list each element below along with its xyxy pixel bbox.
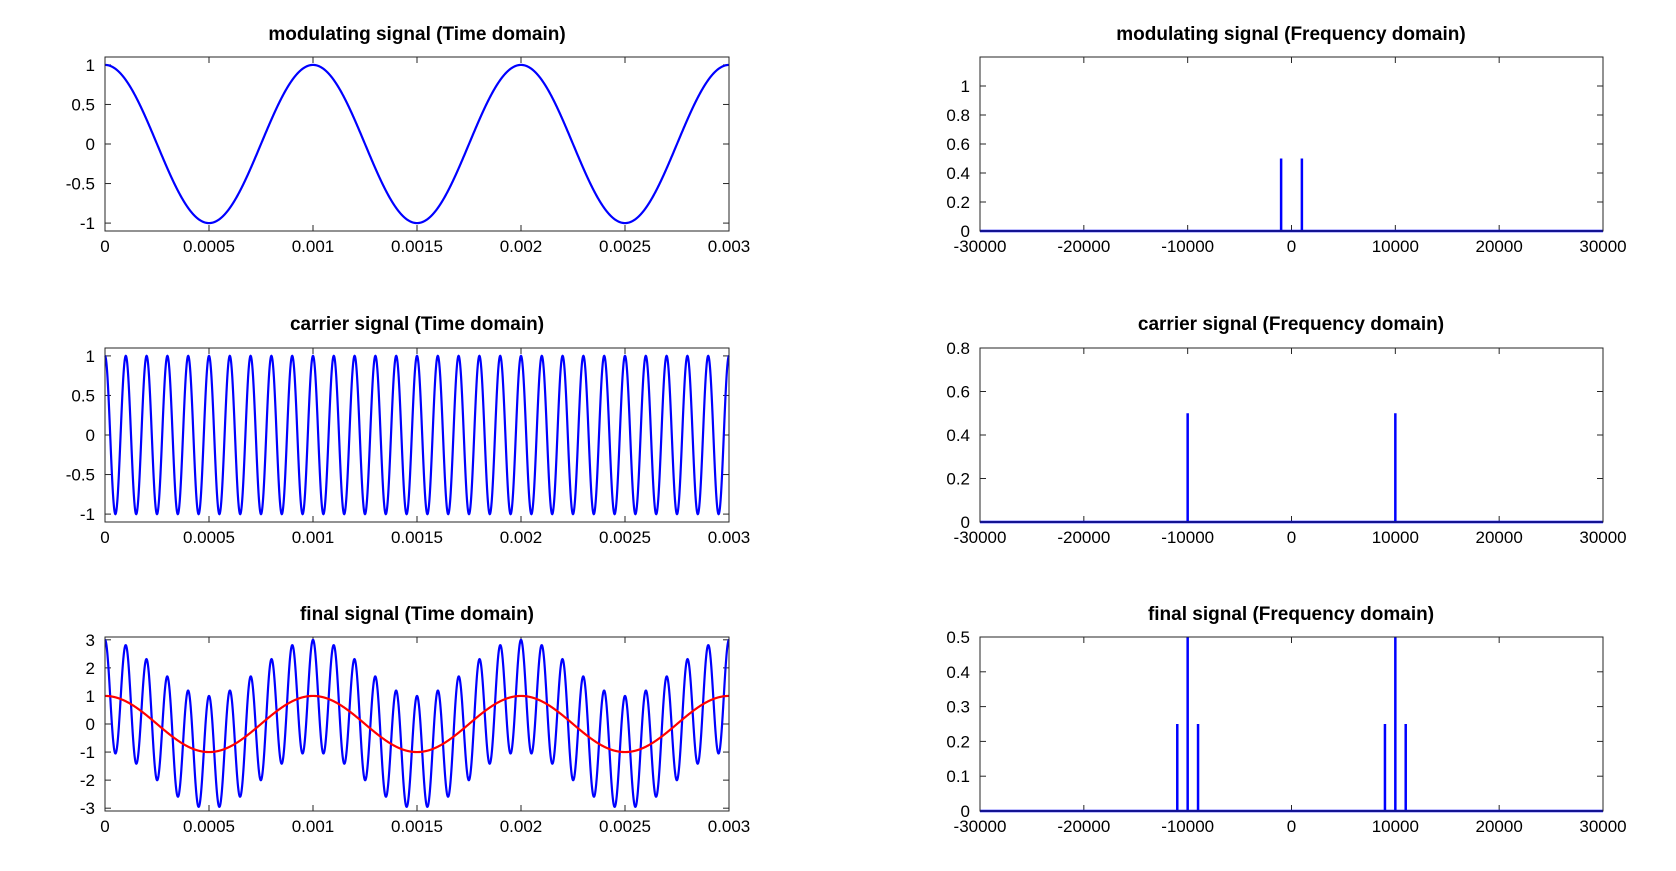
x-tick-label: 0 — [1287, 237, 1296, 256]
subplot-modulating-frequency: modulating signal (Frequency domain) -30… — [946, 24, 1626, 256]
x-tick-label: 0 — [1287, 817, 1296, 836]
x-tick-label: 0.0005 — [183, 528, 235, 547]
x-tick-label: 0.0005 — [183, 817, 235, 836]
x-tick-label: -10000 — [1161, 817, 1214, 836]
x-tick-label: 0.0015 — [391, 528, 443, 547]
x-tick-label: 20000 — [1476, 817, 1523, 836]
subplot-modulating-time: modulating signal (Time domain) 0 0.0005 0… — [66, 24, 751, 256]
x-tick-label: 0.003 — [708, 528, 751, 547]
x-tick-label: -20000 — [1057, 528, 1110, 547]
axes-frame — [979, 636, 1604, 812]
x-tick-label: 10000 — [1372, 528, 1419, 547]
series-line — [104, 354, 730, 516]
y-tick-label: 0.3 — [946, 698, 970, 717]
x-tick-label: -30000 — [954, 817, 1007, 836]
y-tick-label: 0 — [86, 426, 95, 445]
subplot-title: final signal (Time domain) — [300, 604, 534, 625]
y-tick-label: -2 — [80, 771, 95, 790]
subplot-title: modulating signal (Time domain) — [268, 24, 565, 45]
x-tick-label: 20000 — [1476, 528, 1523, 547]
y-tick-label: 3 — [86, 631, 95, 650]
y-tick-label: -0.5 — [66, 175, 95, 194]
y-tick-label: -0.5 — [66, 466, 95, 485]
axes-frame — [104, 347, 730, 523]
x-tick-label: 30000 — [1579, 237, 1626, 256]
subplot-carrier-frequency: carrier signal (Frequency domain) -30000… — [946, 314, 1626, 547]
subplot-final-frequency: final signal (Frequency domain) -30000 -2… — [946, 604, 1626, 836]
y-tick-label: 1 — [86, 687, 95, 706]
x-tick-label: -20000 — [1057, 817, 1110, 836]
x-tick-label: 10000 — [1372, 817, 1419, 836]
subplot-title: carrier signal (Frequency domain) — [1138, 314, 1444, 335]
x-tick-label: 0.003 — [708, 237, 751, 256]
x-tick-label: 0.001 — [292, 528, 335, 547]
x-tick-label: -30000 — [954, 528, 1007, 547]
x-tick-label: 0.0015 — [391, 817, 443, 836]
y-tick-label: -1 — [80, 743, 95, 762]
y-tick-label: 0.5 — [71, 386, 95, 405]
x-tick-label: 0.001 — [292, 817, 335, 836]
y-tick-label: 0.6 — [946, 383, 970, 402]
y-tick-label: 0 — [961, 802, 970, 821]
y-tick-label: 2 — [86, 659, 95, 678]
y-tick-label: 0.5 — [946, 628, 970, 647]
x-tick-label: 0 — [100, 528, 109, 547]
x-tick-label: 0.0025 — [599, 528, 651, 547]
y-tick-label: 0 — [86, 135, 95, 154]
y-tick-label: 0.8 — [946, 339, 970, 358]
x-tick-label: 0.002 — [500, 817, 543, 836]
y-tick-label: -1 — [80, 214, 95, 233]
series-line — [105, 694, 729, 754]
y-tick-label: 0.4 — [946, 164, 970, 183]
y-tick-label: 0 — [961, 513, 970, 532]
y-tick-label: -1 — [80, 505, 95, 524]
x-tick-label: 0 — [100, 237, 109, 256]
y-tick-label: 0.6 — [946, 135, 970, 154]
y-tick-label: 0.2 — [946, 470, 970, 489]
y-tick-label: 1 — [86, 347, 95, 366]
series-line — [104, 638, 730, 809]
x-tick-label: 10000 — [1372, 237, 1419, 256]
x-tick-label: 0.002 — [500, 237, 543, 256]
subplot-title: final signal (Frequency domain) — [1148, 604, 1434, 625]
y-tick-label: -3 — [80, 799, 95, 818]
x-tick-label: 20000 — [1476, 237, 1523, 256]
y-tick-label: 0 — [86, 715, 95, 734]
y-tick-label: 0.4 — [946, 663, 970, 682]
y-tick-label: 0.2 — [946, 732, 970, 751]
x-tick-label: -30000 — [954, 237, 1007, 256]
axes-frame — [104, 636, 730, 812]
x-tick-label: -10000 — [1161, 237, 1214, 256]
y-tick-label: 1 — [86, 56, 95, 75]
x-tick-label: 0.001 — [292, 237, 335, 256]
y-tick-label: 0.8 — [946, 106, 970, 125]
x-tick-label: 0.002 — [500, 528, 543, 547]
series-line — [105, 63, 729, 225]
y-tick-label: 0.5 — [71, 95, 95, 114]
x-tick-label: 0.0015 — [391, 237, 443, 256]
axes-frame — [979, 347, 1604, 523]
x-tick-label: -10000 — [1161, 528, 1214, 547]
y-tick-label: 1 — [961, 77, 970, 96]
x-tick-label: -20000 — [1057, 237, 1110, 256]
y-tick-label: 0.2 — [946, 193, 970, 212]
x-tick-label: 0 — [100, 817, 109, 836]
axes-frame — [104, 56, 730, 232]
x-tick-label: 30000 — [1579, 528, 1626, 547]
axes-frame — [979, 56, 1604, 232]
y-tick-label: 0.1 — [946, 767, 970, 786]
x-tick-label: 0.0005 — [183, 237, 235, 256]
y-tick-label: 0.4 — [946, 426, 970, 445]
x-tick-label: 0.0025 — [599, 817, 651, 836]
y-tick-label: 0 — [961, 222, 970, 241]
subplot-final-time: final signal (Time domain) 0 0.0005 0.001 0… — [80, 604, 750, 836]
x-tick-label: 0.003 — [708, 817, 751, 836]
x-tick-label: 0.0025 — [599, 237, 651, 256]
x-tick-label: 0 — [1287, 528, 1296, 547]
subplot-carrier-time: carrier signal (Time domain) 0 0.0005 0.00… — [66, 314, 751, 547]
subplot-title: carrier signal (Time domain) — [290, 314, 544, 335]
subplot-title: modulating signal (Frequency domain) — [1116, 24, 1465, 45]
x-tick-label: 30000 — [1579, 817, 1626, 836]
